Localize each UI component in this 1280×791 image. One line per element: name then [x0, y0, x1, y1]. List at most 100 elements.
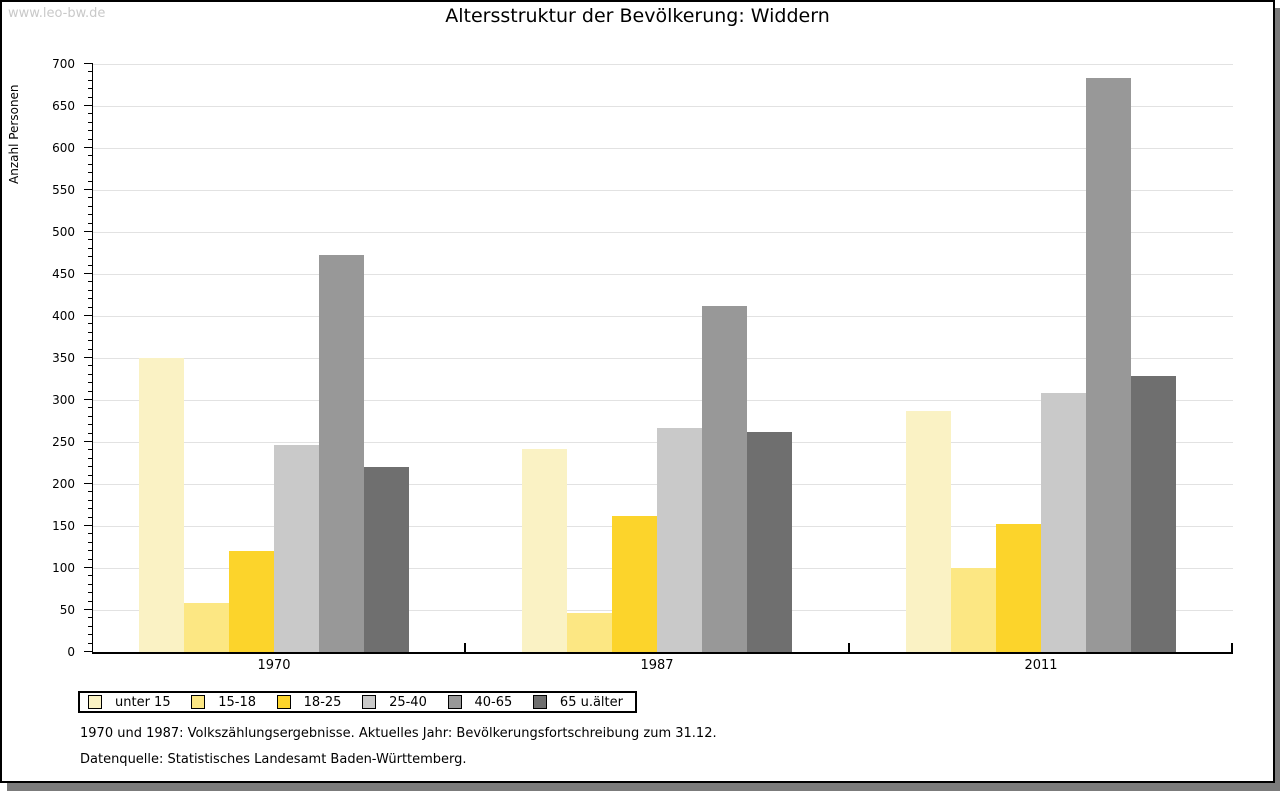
y-minor-tick	[88, 415, 93, 417]
y-minor-tick	[88, 365, 93, 367]
legend-item: unter 15	[88, 695, 171, 710]
bar	[1131, 376, 1176, 652]
legend-swatch	[276, 695, 291, 709]
y-major-tick	[84, 357, 93, 358]
gridline	[93, 274, 1233, 275]
y-minor-tick	[88, 256, 93, 258]
y-major-tick	[84, 441, 93, 442]
y-minor-tick	[88, 600, 93, 602]
y-tick-label: 500	[52, 225, 75, 239]
gridline	[93, 148, 1233, 149]
y-major-tick	[84, 567, 93, 568]
bar	[657, 427, 702, 652]
y-minor-tick	[88, 88, 93, 90]
bar	[364, 467, 409, 652]
bar	[184, 603, 229, 652]
y-minor-tick	[88, 516, 93, 518]
y-minor-tick	[88, 382, 93, 384]
bar	[1086, 78, 1131, 652]
y-minor-tick	[88, 113, 93, 115]
y-minor-tick	[88, 541, 93, 543]
bar	[319, 254, 364, 652]
group-separator-tick	[848, 643, 850, 652]
y-minor-tick	[88, 466, 93, 468]
y-minor-tick	[88, 121, 93, 123]
y-tick-label: 700	[52, 57, 75, 71]
y-minor-tick	[88, 197, 93, 199]
y-minor-tick	[88, 222, 93, 224]
legend: unter 15 15-18 18-25 25-40 40-65 65 u.älter	[78, 691, 637, 713]
y-minor-tick	[88, 214, 93, 216]
y-minor-tick	[88, 390, 93, 392]
y-minor-tick	[88, 298, 93, 300]
watermark: www.leo-bw.de	[8, 6, 106, 21]
y-tick-label: 0	[67, 645, 75, 659]
y-minor-tick	[88, 491, 93, 493]
y-minor-tick	[88, 558, 93, 560]
y-major-tick	[84, 189, 93, 190]
x-tick-label: 2011	[1024, 658, 1058, 673]
legend-label: 65 u.älter	[559, 694, 623, 710]
gridline	[93, 358, 1233, 359]
footnote-line: Datenquelle: Statistisches Landesamt Bad…	[80, 752, 467, 767]
y-minor-tick	[88, 79, 93, 81]
y-tick-label: 150	[52, 519, 75, 533]
footnote-line: 1970 und 1987: Volkszählungsergebnisse. …	[80, 726, 717, 741]
y-minor-tick	[88, 499, 93, 501]
bar	[139, 358, 184, 652]
legend-swatch	[532, 695, 547, 709]
y-minor-tick	[88, 264, 93, 266]
y-minor-tick	[88, 634, 93, 636]
y-minor-tick	[88, 205, 93, 207]
legend-item: 18-25	[276, 695, 341, 710]
chart-title: Altersstruktur der Bevölkerung: Widdern	[445, 5, 830, 27]
y-major-tick	[84, 609, 93, 610]
x-tick-label: 1970	[257, 658, 291, 673]
y-minor-tick	[88, 239, 93, 241]
bar	[747, 431, 792, 652]
gridline	[93, 106, 1233, 107]
y-major-tick	[84, 483, 93, 484]
y-minor-tick	[88, 340, 93, 342]
y-minor-tick	[88, 457, 93, 459]
legend-label: 25-40	[389, 694, 427, 710]
y-axis-title: Anzahl Personen	[7, 84, 21, 184]
y-major-tick	[84, 147, 93, 148]
y-minor-tick	[88, 424, 93, 426]
y-minor-tick	[88, 617, 93, 619]
y-minor-tick	[88, 373, 93, 375]
legend-swatch	[88, 695, 102, 709]
legend-swatch	[191, 695, 206, 709]
group-separator-tick	[464, 643, 466, 652]
y-minor-tick	[88, 432, 93, 434]
y-minor-tick	[88, 331, 93, 333]
y-minor-tick	[88, 474, 93, 476]
y-major-tick	[84, 231, 93, 232]
y-major-tick	[84, 315, 93, 316]
bar	[522, 448, 567, 652]
y-minor-tick	[88, 163, 93, 165]
legend-swatch	[362, 695, 377, 709]
x-tick-label: 1987	[640, 658, 674, 673]
y-minor-tick	[88, 138, 93, 140]
y-major-tick	[84, 105, 93, 106]
y-minor-tick	[88, 533, 93, 535]
y-tick-label: 450	[52, 267, 75, 281]
y-minor-tick	[88, 130, 93, 132]
gridline	[93, 190, 1233, 191]
legend-item: 15-18	[191, 695, 256, 710]
gridline	[93, 64, 1233, 65]
bar	[612, 515, 657, 652]
y-minor-tick	[88, 71, 93, 73]
y-minor-tick	[88, 323, 93, 325]
legend-item: 40-65	[447, 695, 512, 710]
y-tick-label: 600	[52, 141, 75, 155]
bar	[1041, 393, 1086, 652]
y-tick-label: 300	[52, 393, 75, 407]
y-minor-tick	[88, 508, 93, 510]
y-tick-label: 250	[52, 435, 75, 449]
bar	[274, 445, 319, 652]
legend-label: 15-18	[218, 694, 257, 710]
y-minor-tick	[88, 642, 93, 644]
y-major-tick	[84, 399, 93, 400]
